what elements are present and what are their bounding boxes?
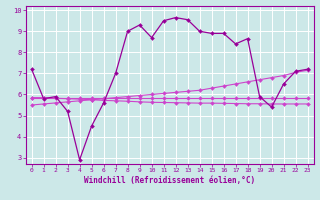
X-axis label: Windchill (Refroidissement éolien,°C): Windchill (Refroidissement éolien,°C) [84,176,255,185]
